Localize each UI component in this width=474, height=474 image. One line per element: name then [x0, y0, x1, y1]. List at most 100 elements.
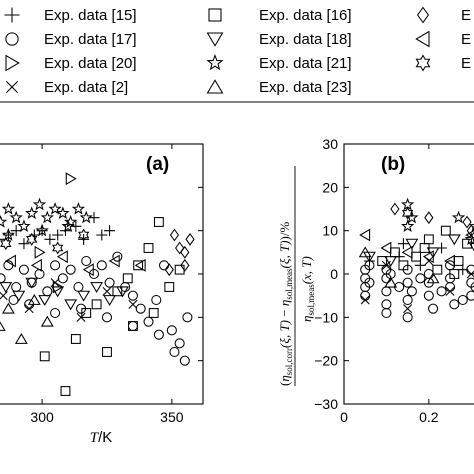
y-tick-label: 10 [322, 223, 338, 239]
data-point-triangle-down [0, 282, 13, 293]
data-point-circle [423, 290, 434, 301]
data-point-triangle-left [380, 241, 392, 255]
data-point-circle [42, 286, 53, 297]
data-point-triangle-right [65, 172, 77, 186]
legend-marker-square [208, 8, 222, 22]
data-point-pentagram [79, 210, 93, 224]
data-point-triangle-up [27, 294, 41, 305]
legend-entry: Exp. data [23] [206, 79, 352, 96]
data-point-hexagram [401, 206, 414, 220]
ylab-sub-1: sol,corr [284, 348, 294, 375]
y-tick-label: 30 [322, 136, 338, 152]
ylab-open-paren: ( [277, 382, 292, 386]
data-point-plus [104, 225, 116, 237]
data-point-circle [11, 281, 22, 293]
y-tick-label: −10 [314, 309, 338, 325]
data-point-circle [182, 312, 193, 323]
panel-a-ticks: 300 350 [30, 144, 203, 425]
data-point-square [174, 264, 185, 275]
panel-a-label: (a) [146, 154, 169, 175]
data-point-plus [44, 233, 56, 245]
data-point-hexagram [52, 241, 64, 255]
data-point-pentagram [464, 232, 474, 245]
data-point-square [398, 260, 409, 271]
data-point-circle [50, 260, 61, 271]
data-point-triangle-down [25, 277, 39, 289]
data-point-triangle-down [12, 290, 26, 302]
legend-label: Exp. data [21] [259, 55, 352, 72]
data-point-plus [363, 255, 375, 267]
data-point-plus [393, 251, 405, 263]
data-point-square [423, 234, 434, 245]
data-point-pentagram [451, 210, 466, 224]
data-point-circle [127, 320, 138, 332]
x-axis-unit: /K [98, 429, 112, 446]
data-point-pentagram [0, 214, 8, 228]
data-point-diamond [169, 228, 180, 242]
data-point-circle [50, 307, 61, 319]
data-point-circle [381, 307, 392, 319]
legend-entry: Exp. data [2] [6, 79, 128, 96]
data-point-pentagram [400, 219, 415, 232]
data-point-plus [70, 220, 82, 232]
panel-a-axes-box [0, 143, 204, 405]
data-point-triangle-up [358, 246, 372, 258]
data-point-circle [104, 277, 115, 288]
data-point-triangle-left [56, 250, 68, 264]
panel-b-ticks: 0 0.2 −30 −20 −10 0 10 20 30 [314, 136, 439, 425]
data-point-circle [364, 277, 375, 288]
x-axis-variable: T [90, 430, 100, 446]
data-point-triangle-left [4, 254, 16, 268]
data-point-cross [381, 260, 391, 270]
data-point-circle [57, 273, 68, 284]
svg-text:(ηsol,corr(ξ, T) − ηsol,meas(ξ: (ηsol,corr(ξ, T) − ηsol,meas(ξ, T))/% [277, 222, 294, 386]
data-point-cross [424, 256, 434, 266]
data-point-circle [402, 277, 413, 288]
data-point-plus [397, 238, 409, 250]
data-point-plus [10, 225, 22, 237]
data-point-square [377, 256, 388, 266]
data-point-circle [360, 290, 371, 301]
legend-label: Exp. data [20] [44, 55, 137, 72]
data-point-diamond [462, 215, 472, 229]
data-point-cross [403, 304, 413, 314]
x-tick-label: 0.2 [419, 409, 439, 425]
legend-entry: Exp. data [21] [206, 54, 352, 72]
data-point-triangle-down [469, 243, 474, 252]
data-point-cross [360, 295, 370, 305]
data-point-circle [18, 264, 29, 275]
data-point-circle [96, 260, 107, 271]
data-point-circle [402, 312, 413, 323]
data-point-triangle-up [0, 321, 6, 331]
data-point-circle [169, 346, 180, 358]
data-point-triangle-left [134, 258, 146, 272]
data-point-cross [445, 286, 455, 296]
data-point-circle [101, 312, 113, 323]
legend-entry: E [416, 6, 471, 24]
data-point-triangle-up [1, 302, 15, 314]
data-point-square [432, 264, 443, 275]
data-point-triangle-down [90, 282, 104, 293]
legend-label: Exp. data [15] [44, 7, 137, 24]
ylab-unit: /% [277, 222, 292, 237]
data-point-plus [436, 242, 448, 254]
data-point-circle [151, 294, 162, 306]
legend-marker-triangle-left [415, 30, 430, 48]
data-point-square [153, 217, 164, 227]
legend-marker-circle [5, 32, 19, 46]
data-point-diamond [180, 245, 190, 259]
data-point-circle [127, 290, 138, 301]
data-point-diamond [180, 258, 190, 272]
ylab-eta-den: η [299, 316, 314, 322]
legend-marker-cross [6, 81, 18, 93]
legend-entry: E [415, 54, 471, 72]
data-point-square [39, 351, 50, 362]
legend-entry: Exp. data [20] [5, 54, 137, 72]
data-point-diamond [424, 211, 434, 225]
data-point-triangle-left [444, 254, 455, 268]
data-point-triangle-up [14, 333, 28, 344]
legend-label: Exp. data [16] [259, 7, 352, 24]
data-point-cross [102, 286, 112, 296]
data-point-circle [34, 268, 45, 280]
data-point-square [148, 308, 159, 318]
